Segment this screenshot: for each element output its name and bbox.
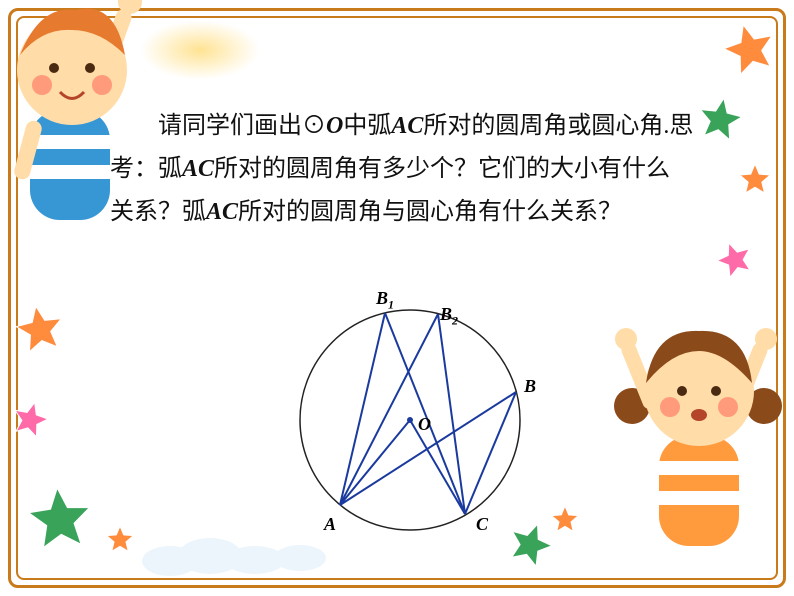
point-label-O: O bbox=[418, 414, 431, 435]
point-label-C: C bbox=[476, 514, 488, 535]
text-seg: 所对的圆周角与圆心角有什么关系？ bbox=[238, 199, 622, 225]
point-label-B: B bbox=[524, 376, 536, 397]
symbol-O: O bbox=[326, 113, 343, 139]
point-label-A: A bbox=[324, 514, 336, 535]
star-icon bbox=[551, 506, 579, 534]
circle-diagram: O A C B B1 B2 bbox=[280, 280, 540, 540]
star-icon bbox=[739, 164, 771, 196]
symbol-AC: AC bbox=[391, 113, 423, 139]
text-seg: 请同学们画出⊙ bbox=[158, 113, 326, 139]
star-icon bbox=[8, 398, 52, 442]
star-icon bbox=[25, 485, 94, 554]
star-icon bbox=[712, 237, 758, 283]
kid-girl-illustration bbox=[614, 291, 784, 576]
kid-boy-illustration bbox=[0, 0, 160, 265]
text-seg: 所对的圆周角或圆心角.思 bbox=[423, 113, 693, 139]
symbol-AC: AC bbox=[206, 199, 238, 225]
star-icon bbox=[12, 302, 68, 358]
point-label-B2: B2 bbox=[440, 304, 458, 329]
problem-text: 请同学们画出⊙O中弧AC所对的圆周角或圆心角.思 考：弧AC所对的圆周角有多少个… bbox=[110, 105, 714, 235]
point-label-B1: B1 bbox=[376, 288, 394, 313]
text-seg: 所对的圆周角有多少个？它们的大小有什么 bbox=[214, 156, 670, 182]
symbol-AC: AC bbox=[182, 156, 214, 182]
star-icon bbox=[106, 526, 134, 554]
star-icon bbox=[695, 95, 746, 146]
cloud-decoration bbox=[140, 536, 360, 576]
text-seg: 中弧 bbox=[343, 113, 391, 139]
star-icon bbox=[718, 18, 782, 82]
